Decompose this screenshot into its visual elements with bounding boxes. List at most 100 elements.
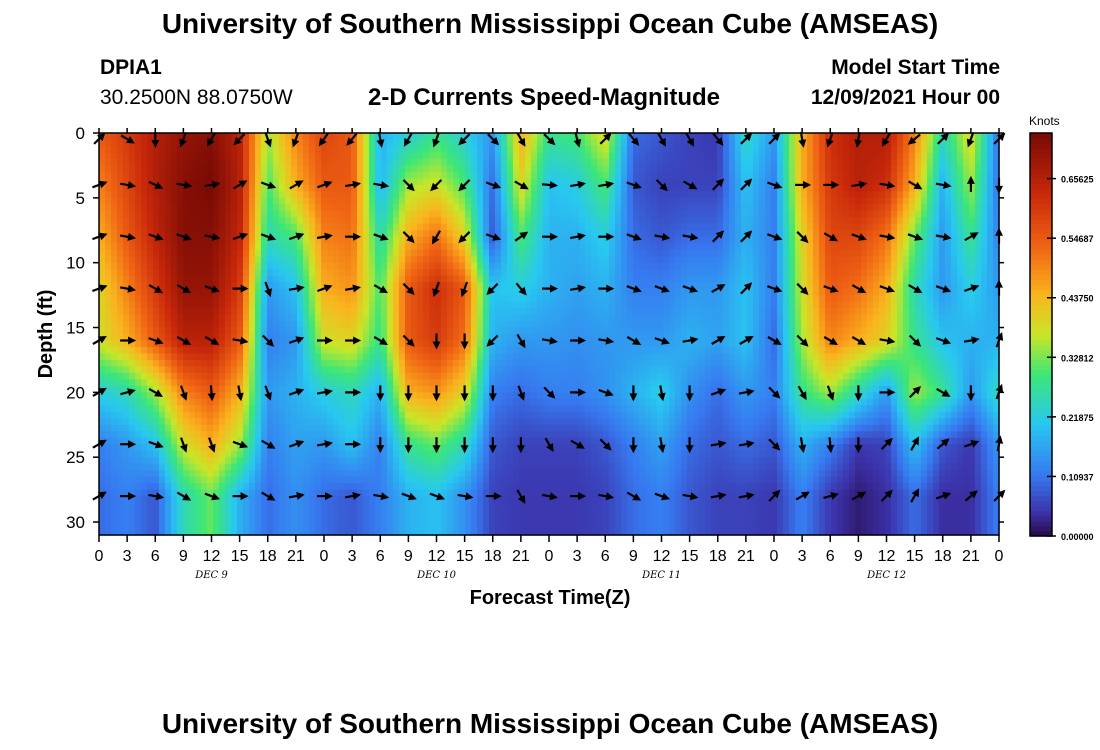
heat-cell <box>483 230 490 238</box>
heat-cell <box>801 256 808 264</box>
heat-cell <box>597 269 604 277</box>
heat-cell <box>873 301 880 309</box>
heat-cell <box>921 178 928 186</box>
heat-cell <box>531 243 538 251</box>
heat-cell <box>429 158 436 167</box>
heat-cell <box>609 158 616 167</box>
heat-cell <box>141 204 148 212</box>
heat-cell <box>513 210 520 218</box>
heat-cell <box>261 262 268 270</box>
heat-cell <box>723 236 730 244</box>
heat-cell <box>225 197 232 205</box>
heat-cell <box>675 275 682 283</box>
heat-cell <box>321 133 328 141</box>
heat-cell <box>261 133 268 141</box>
heat-cell <box>357 334 364 342</box>
heat-cell <box>621 282 628 290</box>
heat-cell <box>633 223 640 231</box>
heat-cell <box>639 282 646 290</box>
heat-cell <box>975 256 982 264</box>
heat-cell <box>909 165 916 173</box>
heat-cell <box>393 301 400 309</box>
heat-cell <box>237 249 244 257</box>
heat-cell <box>831 275 838 283</box>
heat-cell <box>225 217 232 225</box>
heat-cell <box>837 191 844 199</box>
heat-cell <box>447 256 454 264</box>
heat-cell <box>591 139 598 147</box>
heat-cell <box>567 262 574 270</box>
heat-cell <box>327 236 334 244</box>
heat-cell <box>765 249 772 257</box>
heat-cell <box>963 269 970 277</box>
heat-cell <box>813 301 820 309</box>
heat-cell <box>501 158 508 167</box>
heat-cell <box>201 346 208 355</box>
heat-cell <box>525 321 532 329</box>
heat-cell <box>729 282 736 290</box>
heat-cell <box>681 295 688 303</box>
heat-cell <box>885 171 892 179</box>
heat-cell <box>633 249 640 257</box>
heat-cell <box>255 223 262 231</box>
heat-cell <box>225 223 232 231</box>
heat-cell <box>333 158 340 167</box>
heat-cell <box>537 314 544 322</box>
heat-cell <box>201 269 208 277</box>
heat-cell <box>99 295 106 303</box>
heat-cell <box>153 158 160 167</box>
heat-cell <box>447 204 454 212</box>
heat-cell <box>273 314 280 322</box>
heat-cell <box>435 249 442 257</box>
heat-cell <box>639 301 646 309</box>
heat-cell <box>963 210 970 218</box>
heat-cell <box>705 178 712 186</box>
heat-cell <box>633 145 640 154</box>
heat-cell <box>603 204 610 212</box>
heat-cell <box>369 178 376 186</box>
heat-cell <box>213 249 220 257</box>
heat-cell <box>879 314 886 322</box>
heat-cell <box>129 334 136 342</box>
heat-cell <box>111 314 118 322</box>
heat-cell <box>369 236 376 244</box>
heat-cell <box>867 295 874 303</box>
heat-cell <box>813 340 820 348</box>
heat-cell <box>231 340 238 348</box>
heat-cell <box>483 165 490 173</box>
heat-cell <box>933 230 940 238</box>
heat-cell <box>273 334 280 342</box>
heat-cell <box>957 334 964 342</box>
heat-cell <box>579 223 586 231</box>
heat-cell <box>345 334 352 342</box>
heat-cell <box>519 262 526 270</box>
heat-cell <box>201 152 208 160</box>
heat-cell <box>243 249 250 257</box>
heat-cell <box>291 327 298 335</box>
heat-cell <box>129 158 136 167</box>
heat-cell <box>945 249 952 257</box>
heat-cell <box>537 184 544 192</box>
heat-cell <box>861 275 868 283</box>
heat-cell <box>507 262 514 270</box>
heat-cell <box>339 171 346 179</box>
heat-cell <box>657 197 664 205</box>
heat-cell <box>303 133 310 141</box>
heat-cell <box>297 210 304 218</box>
heat-cell <box>603 256 610 264</box>
heat-cell <box>627 204 634 212</box>
heat-cell <box>231 269 238 277</box>
heat-cell <box>753 288 760 296</box>
heat-cell <box>183 230 190 238</box>
heat-cell <box>525 301 532 309</box>
heat-cell <box>393 133 400 141</box>
heat-cell <box>441 210 448 218</box>
heat-cell <box>741 204 748 212</box>
heat-cell <box>213 171 220 179</box>
heat-cell <box>123 139 130 147</box>
heat-cell <box>357 301 364 309</box>
heat-cell <box>897 295 904 303</box>
heat-cell <box>165 321 172 329</box>
heat-cell <box>615 178 622 186</box>
heat-cell <box>711 282 718 290</box>
